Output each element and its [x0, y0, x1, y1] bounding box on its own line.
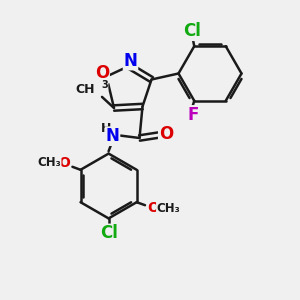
Text: H: H [100, 122, 111, 136]
Text: 3: 3 [101, 80, 108, 90]
Text: CH₃: CH₃ [38, 156, 61, 170]
Text: CH: CH [75, 82, 94, 96]
Text: N: N [106, 127, 119, 145]
Text: Cl: Cl [183, 22, 201, 40]
Text: N: N [124, 52, 137, 70]
Text: F: F [187, 106, 198, 124]
Text: O: O [159, 125, 173, 143]
Text: O: O [147, 201, 159, 215]
Text: O: O [95, 64, 109, 82]
Text: CH₃: CH₃ [156, 202, 180, 215]
Text: Cl: Cl [100, 224, 118, 242]
Text: O: O [58, 156, 70, 170]
